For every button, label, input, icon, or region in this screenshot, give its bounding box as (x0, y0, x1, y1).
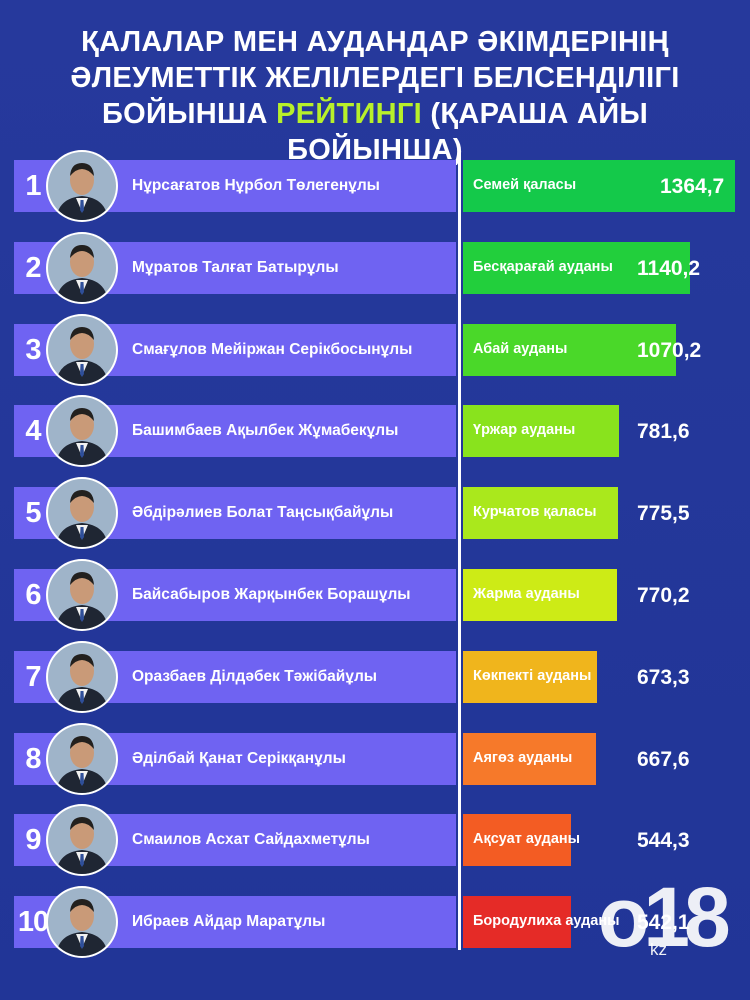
district-label: Үржар ауданы (473, 422, 576, 439)
logo-suffix: kz (650, 940, 667, 959)
title-highlight: РЕЙТИНГІ (276, 98, 423, 130)
ranking-row: 9 Смаилов Асхат Сайдахметұлы Ақсуат ауданы… (14, 806, 750, 875)
value-label: 667,6 (637, 747, 690, 771)
rank-number: 9 (25, 824, 41, 857)
title-line-3: БОЙЫНША РЕЙТИНГІ (ҚАРАША АЙЫ БОЙЫНША) (20, 96, 730, 168)
rank-number: 6 (25, 579, 41, 611)
rank-number: 3 (25, 333, 41, 366)
rank-number: 5 (25, 497, 41, 530)
ranking-row: 8 Әділбай Қанат Серікқанұлы Аягөз ауданы 66… (14, 724, 750, 793)
value-label: 781,6 (637, 420, 690, 444)
official-name: Әділбай Қанат Серікқанұлы (132, 749, 346, 767)
ranking-row: 10 Ибраев Айдар Маратұлы Бородулиха ауданы… (14, 888, 750, 957)
district-label: Курчатов қаласы (473, 504, 597, 521)
official-name: Әбдірәлиев Болат Таңсықбайұлы (132, 504, 394, 522)
district-label: Жарма ауданы (473, 586, 580, 602)
official-name: Смағұлов Мейіржан Серікбосынұлы (132, 340, 413, 358)
value-bar (463, 896, 571, 949)
official-name: Мұратов Талғат Батырұлы (132, 258, 339, 276)
official-name: Башимбаев Ақылбек Жұмабекұлы (132, 422, 399, 440)
official-photo (48, 152, 116, 220)
value-bar (463, 160, 735, 212)
official-photo (48, 561, 116, 629)
district-label: Бородулиха ауданы (473, 913, 620, 930)
official-photo (48, 642, 116, 711)
ranking-row: 1 Нұрсағатов Нұрбол Төлегенұлы Семей қалас… (14, 152, 750, 220)
value-label: 770,2 (637, 584, 690, 607)
value-label: 1364,7 (660, 175, 725, 198)
official-photo (48, 397, 116, 466)
district-label: Абай ауданы (473, 340, 568, 357)
ranking-row: 5 Әбдірәлиев Болат Таңсықбайұлы Курчатов қ… (14, 479, 750, 548)
ranking-row: 7 Оразбаев Ділдәбек Тәжібайұлы Көкпекті ау… (14, 642, 750, 711)
rank-number: 1 (25, 170, 41, 202)
value-bar (463, 241, 690, 294)
title-line-2: ӘЛЕУМЕТТІК ЖЕЛІЛЕРДЕГІ БЕЛСЕНДІЛІГІ (70, 62, 680, 94)
official-name: Оразбаев Ділдәбек Тәжібайұлы (132, 667, 378, 685)
ranking-row: 2 Мұратов Талғат Батырұлы Бесқарағай аудан… (14, 233, 750, 302)
official-name: Байсабыров Жарқынбек Борашұлы (132, 586, 411, 603)
rank-number: 8 (25, 742, 41, 775)
value-label: 673,3 (637, 665, 690, 689)
rank-number: 4 (25, 415, 41, 448)
official-photo (48, 315, 116, 384)
page-title: ҚАЛАЛАР МЕН АУДАНДАР ӘКІМДЕРІНІҢ ӘЛЕУМЕТ… (20, 24, 730, 168)
value-bar (463, 569, 617, 621)
district-label: Көкпекті ауданы (473, 667, 592, 684)
rank-number: 10 (17, 906, 49, 939)
rank-number: 2 (25, 251, 41, 284)
value-label: 542,1 (637, 911, 690, 935)
value-label: 1070,2 (637, 338, 702, 362)
ranking-row: 3 Смағұлов Мейіржан Серікбосынұлы Абай ауд… (14, 315, 750, 384)
logo-mark: o18 (598, 870, 731, 964)
official-name: Смаилов Асхат Сайдахметұлы (132, 831, 370, 849)
district-label: Семей қаласы (473, 177, 577, 193)
official-name: Нұрсағатов Нұрбол Төлегенұлы (132, 177, 380, 194)
value-bar (463, 323, 676, 376)
official-photo (48, 479, 116, 548)
title-line-3-start: БОЙЫНША (101, 98, 277, 130)
site-logo: o18 kz (598, 872, 750, 972)
ranking-row: 6 Байсабыров Жарқынбек Борашұлы Жарма ауда… (14, 561, 750, 629)
district-label: Ақсуат ауданы (473, 831, 581, 848)
value-label: 544,3 (637, 829, 690, 853)
title-line-1: ҚАЛАЛАР МЕН АУДАНДАР ӘКІМДЕРІНІҢ (81, 26, 669, 58)
district-label: Аягөз ауданы (473, 749, 573, 766)
official-photo (48, 888, 116, 957)
value-bar (463, 405, 619, 458)
official-photo (48, 233, 116, 302)
official-name: Ибраев Айдар Маратұлы (132, 913, 326, 931)
value-bar (463, 814, 571, 867)
value-bar (463, 732, 596, 785)
value-bar (463, 487, 618, 540)
official-photo (48, 724, 116, 793)
value-bar (463, 650, 597, 703)
ranking-row: 4 Башимбаев Ақылбек Жұмабекұлы Үржар аудан… (14, 397, 750, 466)
rank-number: 7 (25, 660, 41, 693)
value-label: 775,5 (637, 502, 690, 526)
official-photo (48, 806, 116, 875)
district-label: Бесқарағай ауданы (473, 258, 613, 275)
value-label: 1140,2 (637, 256, 701, 280)
chart-divider (458, 150, 461, 950)
